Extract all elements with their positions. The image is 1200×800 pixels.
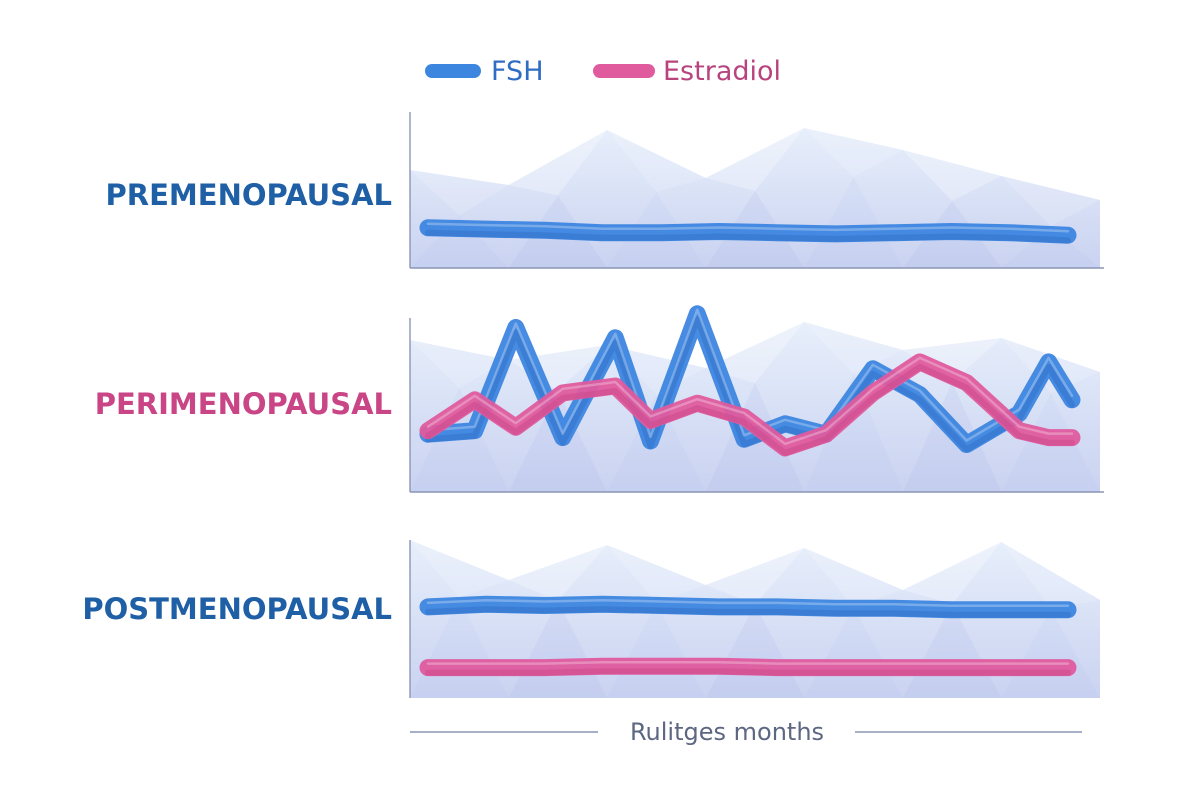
panel-2-facet <box>607 545 706 603</box>
panel-2-facet <box>1001 542 1100 609</box>
panel-2-estradiol-line-highlight <box>426 661 1070 665</box>
legend: FSH Estradiol <box>425 56 781 87</box>
panel-0-facet <box>1001 176 1100 226</box>
panel-1-facet <box>705 322 805 383</box>
panel-1-facet <box>902 338 1002 382</box>
legend-item-estradiol: Estradiol <box>593 56 781 87</box>
panel-1-facet <box>410 340 509 388</box>
panel-0-facet <box>705 128 805 191</box>
x-axis-caption: Rulitges months <box>630 718 824 746</box>
panel-0-fsh-line-shade <box>425 229 1071 244</box>
panel-1-estradiol-line <box>419 353 1081 457</box>
panel-title-premenopausal: PREMENOPAUSAL <box>106 178 393 212</box>
panel-0-facet <box>804 128 903 177</box>
panel-title-postmenopausal: POSTMENOPAUSAL <box>82 592 392 626</box>
panel-2-estradiol-line-shade <box>425 668 1071 676</box>
panel-2-fsh-line <box>419 595 1077 619</box>
panel-0-fsh-line-highlight <box>426 222 1070 233</box>
panel-1-estradiol-line-highlight <box>426 356 1074 446</box>
panel-2-fsh-line-shade <box>425 606 1071 618</box>
panel-0-facet <box>410 170 509 216</box>
panel-0-facet-lower <box>804 177 903 268</box>
legend-swatch-fsh <box>425 64 481 78</box>
panel-2-facet <box>902 542 1002 604</box>
panel-0-facet-lower <box>1001 226 1100 268</box>
legend-item-fsh: FSH <box>425 56 544 87</box>
panel-1-facet-lower <box>804 374 903 492</box>
panel-2-fsh-line-highlight <box>426 598 1070 607</box>
legend-swatch-estradiol <box>593 64 655 78</box>
panel-0-facet-lower <box>410 215 509 268</box>
panel-title-perimenopausal: PERIMENOPAUSAL <box>95 387 392 421</box>
panel-0-fsh-line <box>419 219 1077 244</box>
panel-2-facet <box>410 540 509 598</box>
series-layer <box>419 219 1081 677</box>
panel-2-estradiol-line <box>419 657 1077 677</box>
panel-0-facet <box>607 130 706 192</box>
panel-1-facet <box>607 345 706 395</box>
panel-2-facet <box>508 545 608 601</box>
panel-1-facet <box>804 322 903 374</box>
legend-label-estradiol: Estradiol <box>663 56 781 87</box>
panel-2-facet <box>804 548 903 607</box>
panel-2-facet <box>705 548 805 605</box>
panel-1-estradiol-line-shade <box>425 363 1075 456</box>
panel-0-facet <box>508 130 608 196</box>
panel-0-facet <box>902 150 1002 201</box>
legend-label-fsh: FSH <box>491 56 544 87</box>
axes-layer <box>409 112 1104 698</box>
